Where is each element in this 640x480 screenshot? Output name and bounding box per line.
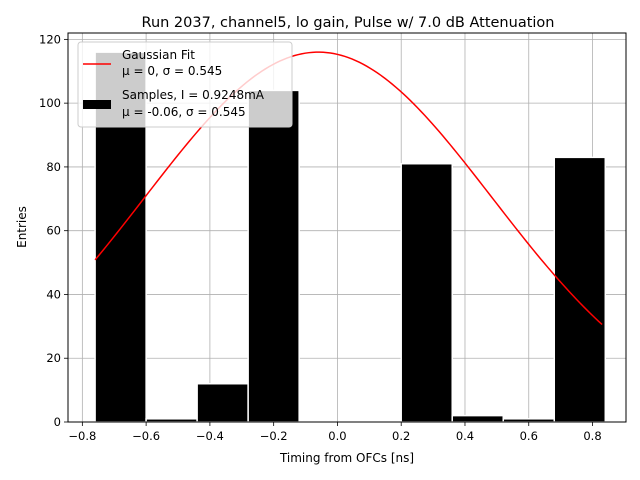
legend-samples-stats: μ = -0.06, σ = 0.545 — [122, 105, 246, 119]
y-axis-label: Entries — [15, 206, 29, 248]
plot-frame — [67, 32, 627, 423]
histogram-bar — [247, 89, 300, 423]
y-tick-label: 40 — [46, 287, 61, 301]
y-tick-label: 0 — [54, 415, 61, 429]
y-tick-label: 60 — [46, 224, 61, 238]
histogram-bar — [451, 414, 504, 423]
x-tick-label: −0.6 — [132, 429, 160, 443]
legend: Gaussian Fit μ = 0, σ = 0.545 Samples, I… — [77, 41, 293, 128]
x-tick-label: −0.8 — [68, 429, 96, 443]
histogram-bar — [196, 382, 249, 423]
x-tick-label: −0.4 — [196, 429, 224, 443]
legend-samples-swatch — [83, 100, 111, 109]
x-tick-label: 0.4 — [456, 429, 474, 443]
legend-fit-label: Gaussian Fit — [122, 48, 195, 62]
y-tick-label: 20 — [46, 351, 61, 365]
x-axis-label: Timing from OFCs [ns] — [279, 451, 414, 465]
y-axis-ticks: 0 20 40 60 80 100 120 — [39, 32, 68, 429]
x-tick-label: 0.0 — [328, 429, 346, 443]
histogram-bar — [553, 156, 607, 423]
legend-fit-stats: μ = 0, σ = 0.545 — [122, 64, 222, 78]
x-axis-ticks: −0.8 −0.6 −0.4 −0.2 0.0 0.2 0.4 0.6 0.8 — [68, 422, 602, 443]
x-tick-label: 0.8 — [583, 429, 601, 443]
x-tick-label: −0.2 — [260, 429, 288, 443]
legend-box — [77, 41, 293, 128]
y-tick-label: 100 — [39, 96, 61, 110]
gaussian-fit-line — [94, 51, 603, 326]
y-tick-label: 80 — [46, 160, 61, 174]
chart-title: Run 2037, channel5, lo gain, Pulse w/ 7.… — [142, 15, 555, 31]
legend-samples-label: Samples, I = 0.9248mA — [122, 88, 265, 102]
y-tick-label: 120 — [39, 32, 61, 46]
x-tick-label: 0.6 — [520, 429, 538, 443]
x-tick-label: 0.2 — [392, 429, 410, 443]
histogram-bar — [400, 162, 453, 423]
